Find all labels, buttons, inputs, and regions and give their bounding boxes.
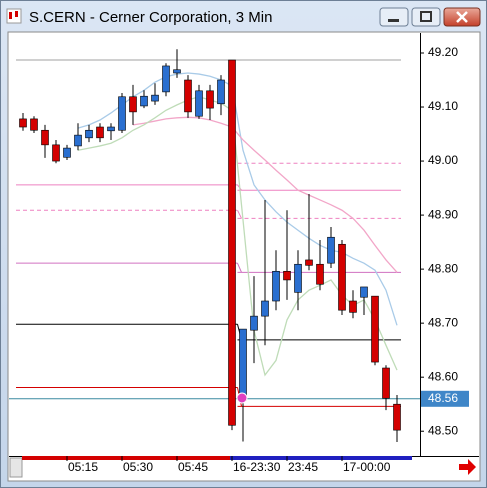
candle-body — [239, 328, 247, 401]
candle-body — [118, 96, 126, 131]
candle-body — [316, 263, 324, 285]
minimize-icon — [388, 19, 399, 22]
candle-body — [272, 270, 280, 302]
app-icon-bar — [9, 12, 12, 19]
app-icon-bar — [15, 11, 18, 17]
scroll-bar — [230, 456, 412, 460]
candle-body — [250, 315, 258, 331]
candle-body — [261, 300, 269, 317]
candle-body — [371, 295, 379, 363]
y-tick-label: 48.60 — [428, 369, 458, 383]
candle-body — [30, 118, 38, 131]
candle-body — [294, 263, 302, 293]
candle-body — [349, 300, 357, 313]
y-tick-label: 48.50 — [428, 423, 458, 437]
window-title: S.CERN - Cerner Corporation, 3 Min — [29, 9, 272, 26]
x-tick-label: 05:45 — [178, 460, 208, 474]
candle-body — [228, 59, 236, 426]
maximize-button[interactable] — [411, 7, 441, 27]
candle-body — [184, 79, 192, 113]
candle-body — [206, 90, 214, 109]
scroll-arrow[interactable] — [459, 459, 476, 475]
candle-body — [107, 126, 115, 132]
candle-body — [129, 96, 137, 113]
candle-body — [195, 90, 203, 117]
x-tick-label: 16-23:30 — [233, 460, 281, 474]
candle-body — [327, 236, 335, 264]
level-step — [237, 210, 242, 219]
candle-body — [85, 129, 93, 139]
candle-body — [41, 129, 49, 146]
candle-body — [96, 126, 104, 139]
x-tick-label: 17-00:00 — [343, 460, 391, 474]
candle-body — [217, 79, 225, 105]
close-icon — [456, 11, 468, 23]
x-tick-label: 05:30 — [123, 460, 153, 474]
maximize-icon — [420, 11, 432, 22]
y-tick-label: 49.10 — [428, 99, 458, 113]
candle-body — [74, 134, 82, 147]
y-tick-label: 49.20 — [428, 45, 458, 59]
candle-body — [63, 147, 71, 158]
candle-body — [382, 367, 390, 399]
minimize-button[interactable] — [379, 7, 409, 27]
candle-body — [162, 65, 170, 93]
y-tick-label: 49.00 — [428, 153, 458, 167]
last-price-label: 48.56 — [428, 391, 458, 405]
x-tick-label: 05:15 — [68, 460, 98, 474]
candle-body — [19, 118, 27, 128]
candle-body — [393, 403, 401, 431]
y-tick-label: 48.80 — [428, 261, 458, 275]
candle-body — [338, 243, 346, 311]
candle-body — [173, 69, 181, 74]
candle-body — [151, 94, 159, 102]
moving-average — [132, 116, 398, 273]
corner-box — [9, 457, 23, 478]
chart-panel — [7, 31, 481, 482]
candle-body — [305, 259, 313, 266]
candle-body — [52, 144, 60, 162]
y-tick-label: 48.70 — [428, 315, 458, 329]
last-price-box — [421, 390, 469, 407]
trade-marker — [236, 392, 248, 404]
candle-body — [360, 286, 368, 298]
level-step — [237, 262, 242, 273]
x-tick-label: 23:45 — [288, 460, 318, 474]
scroll-bar — [22, 456, 230, 460]
candle-body — [140, 95, 148, 107]
y-tick-label: 48.90 — [428, 207, 458, 221]
candle-body — [283, 270, 291, 281]
